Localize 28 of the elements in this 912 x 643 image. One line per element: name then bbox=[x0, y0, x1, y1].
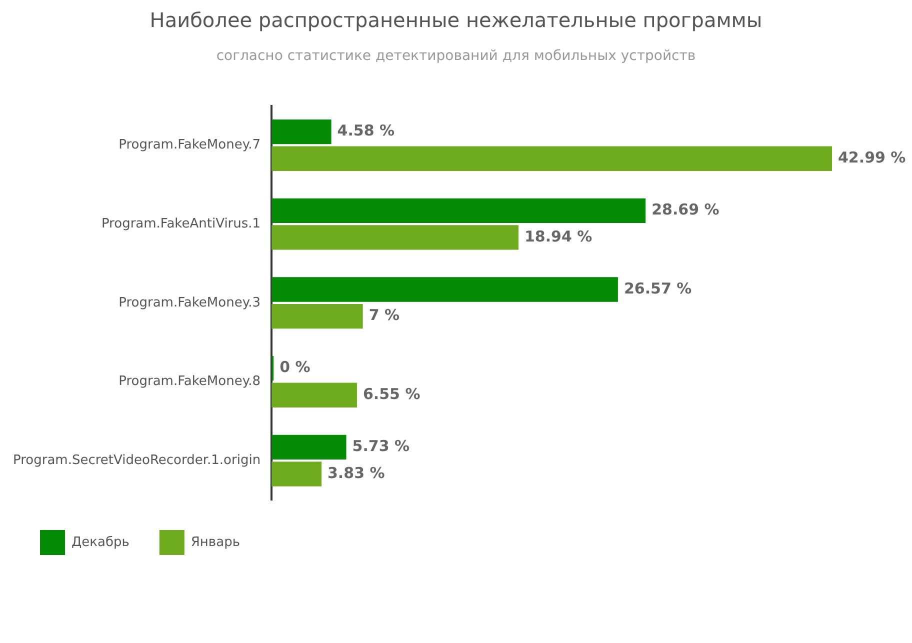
data-label: 0 % bbox=[280, 358, 310, 376]
bar bbox=[272, 277, 618, 302]
bar bbox=[272, 198, 646, 223]
bar bbox=[272, 434, 346, 460]
data-label: 28.69 % bbox=[652, 200, 720, 219]
legend-label: Декабрь bbox=[72, 534, 130, 550]
bar bbox=[272, 146, 832, 171]
bar bbox=[272, 225, 518, 250]
data-label: 4.58 % bbox=[337, 122, 395, 140]
data-label: 42.99 % bbox=[838, 148, 906, 167]
bar bbox=[272, 462, 322, 486]
legend-label: Январь bbox=[190, 534, 240, 550]
y-tick-label: Program.FakeMoney.7 bbox=[118, 138, 261, 153]
y-tick-label: Program.FakeMoney.3 bbox=[118, 295, 261, 310]
data-label: 18.94 % bbox=[524, 227, 592, 246]
bar bbox=[272, 382, 357, 408]
data-label: 5.73 % bbox=[352, 437, 410, 456]
y-tick-label: Program.SecretVideoRecorder.1.origin bbox=[12, 452, 261, 468]
y-tick-label: Program.FakeAntiVirus.1 bbox=[101, 216, 261, 232]
data-label: 3.83 % bbox=[328, 464, 385, 482]
chart-subtitle: согласно статистике детектирований для мобильных устройств bbox=[215, 48, 697, 64]
bar bbox=[272, 119, 332, 144]
bar bbox=[272, 304, 363, 329]
y-tick-label: Program.FakeMoney.8 bbox=[118, 374, 261, 390]
data-label: 26.57 % bbox=[624, 279, 692, 298]
data-label: 7 % bbox=[368, 306, 400, 324]
chart-title: Наиболее распространенные нежелательные программы bbox=[148, 8, 764, 32]
data-label: 6.55 % bbox=[362, 385, 420, 404]
